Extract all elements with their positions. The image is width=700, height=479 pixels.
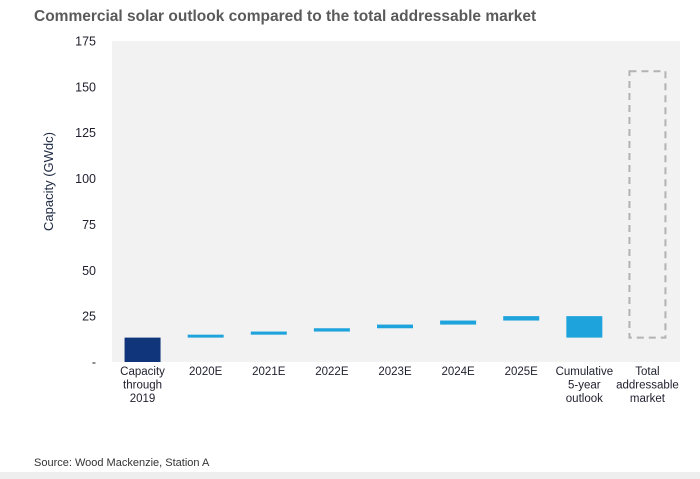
y-tick-label: 100: [75, 172, 96, 186]
bar: [440, 320, 477, 325]
y-tick-label: -: [92, 356, 96, 370]
x-tick-label: 2025E: [505, 366, 539, 378]
y-tick-label: 75: [82, 218, 96, 232]
bar: [250, 331, 287, 335]
x-tick-label-line: outlook: [566, 393, 603, 405]
x-tick-label: 2024E: [441, 366, 475, 378]
x-tick-label: 2022E: [315, 366, 349, 378]
y-tick-label: 150: [75, 80, 96, 94]
source-note: Source: Wood Mackenzie, Station A: [34, 457, 210, 469]
x-tick-label: 2021E: [252, 366, 286, 378]
x-tick-label-line: addressable: [616, 380, 679, 392]
x-tick-label-line: 2024E: [441, 366, 475, 378]
y-axis-ticks: - 25 50 75 100 125 150 175: [75, 35, 96, 370]
y-axis-title: Capacity (GWdc): [41, 132, 56, 231]
x-tick-label-line: through: [123, 380, 162, 392]
x-tick-label-line: 2020E: [189, 366, 223, 378]
y-axis-title-group: Capacity (GWdc): [41, 132, 56, 231]
bar: [503, 316, 540, 321]
x-tick-label: Cumulative 5-year outlook: [556, 366, 614, 405]
x-tick-label: 2023E: [378, 366, 412, 378]
plot-area: [112, 41, 680, 362]
bars: [124, 70, 667, 362]
x-tick-label-line: market: [630, 393, 666, 405]
bottom-strip: [0, 472, 700, 479]
y-tick-label: 25: [82, 310, 96, 324]
chart-title: Commercial solar outlook compared to the…: [34, 8, 537, 25]
x-tick-label-line: 2022E: [315, 366, 349, 378]
x-tick-label-line: Cumulative: [556, 366, 614, 378]
bar: [187, 334, 224, 338]
x-tick-label-line: 2023E: [378, 366, 412, 378]
x-axis-labels: Capacity through 2019 2020E 2021E 2022E 2023E 2…: [120, 366, 679, 405]
y-tick-label: 50: [82, 264, 96, 278]
bar: [124, 337, 161, 362]
bar: [566, 316, 603, 338]
bar-tam-outline: [628, 70, 667, 339]
x-tick-label: Total addressable market: [616, 366, 679, 405]
x-tick-label: 2020E: [189, 366, 223, 378]
bar: [377, 324, 413, 329]
y-tick-label: 125: [75, 126, 96, 140]
x-tick-label-line: Total: [635, 366, 659, 378]
x-tick-label-line: 5-year: [568, 380, 601, 392]
x-tick-label-line: 2025E: [505, 366, 539, 378]
y-tick-label: 175: [75, 35, 96, 49]
bar: [313, 328, 350, 332]
x-tick-label: Capacity through 2019: [120, 366, 165, 405]
x-tick-label-line: 2019: [130, 393, 156, 405]
x-tick-label-line: 2021E: [252, 366, 286, 378]
x-tick-label-line: Capacity: [120, 366, 165, 378]
